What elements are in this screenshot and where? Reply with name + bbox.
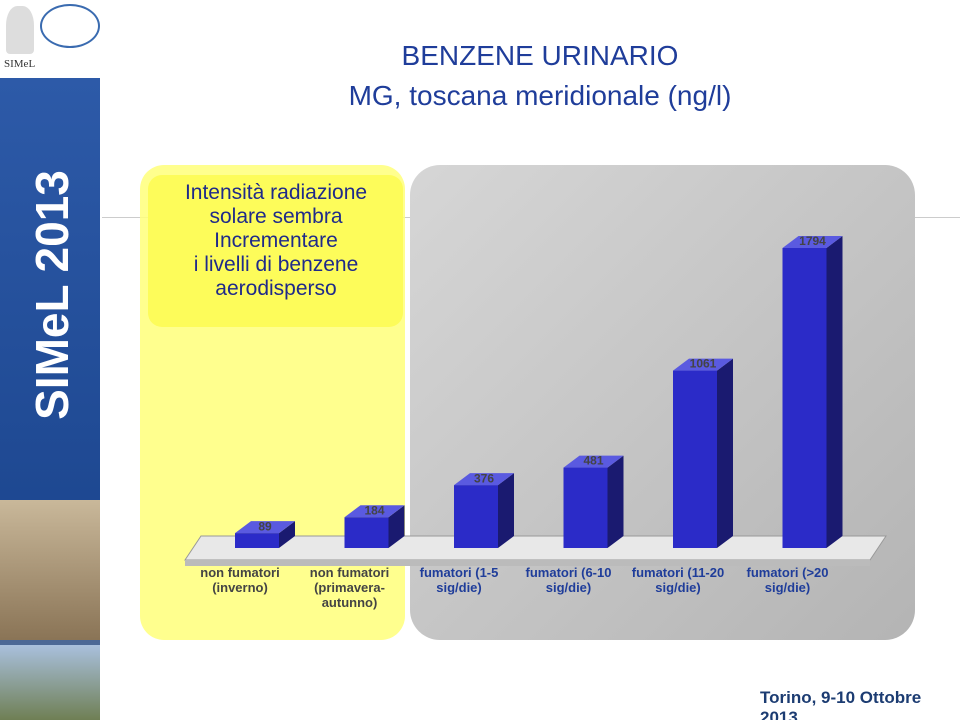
x-tick-label: non fumatori (inverno) (200, 565, 280, 595)
bar (235, 533, 279, 548)
bar-side (717, 358, 733, 548)
bar (563, 467, 608, 548)
bar (782, 248, 827, 548)
title: BENZENE URINARIO (401, 40, 679, 71)
value-label: 481 (583, 454, 603, 468)
floor-edge (185, 560, 870, 566)
x-tick-label: non fumatori (primavera- autunno) (309, 565, 390, 610)
bar-top (344, 505, 405, 518)
bar-side (498, 473, 514, 548)
value-label: 89 (258, 519, 272, 533)
bar-top (454, 473, 514, 486)
logo-globe (40, 4, 100, 48)
sidebar-image (0, 645, 100, 720)
bar-side (826, 236, 843, 548)
bar-side (607, 455, 624, 548)
x-tick-label: fumatori (6-10 sig/die) (525, 565, 612, 595)
bar (673, 370, 717, 548)
value-label: 184 (364, 503, 384, 517)
footer: Torino, 9-10 Ottobre 2013 (760, 688, 922, 720)
value-label: 1061 (690, 357, 717, 371)
bar-top (235, 521, 295, 534)
value-label: 1794 (799, 234, 826, 248)
callout (148, 175, 403, 327)
x-tick-label: fumatori (1-5 sig/die) (419, 565, 499, 595)
logo-figure (6, 6, 34, 54)
sidebar-image (0, 500, 100, 640)
subtitle: MG, toscana meridionale (ng/l) (348, 80, 732, 111)
annotation: Intensità radiazione solare sembra Incre… (184, 181, 368, 300)
bar-side (388, 505, 405, 548)
bar-top (673, 358, 733, 371)
logo-text: SIMeL (4, 58, 36, 70)
bar (344, 517, 389, 548)
bar (454, 485, 498, 548)
x-tick-label: fumatori (11-20 sig/die) (631, 565, 725, 595)
bar-side (279, 521, 295, 548)
bar-top (782, 236, 843, 249)
x-tick-label: fumatori (>20 sig/die) (746, 565, 829, 595)
bar-top (563, 455, 624, 468)
value-label: 376 (474, 471, 494, 485)
